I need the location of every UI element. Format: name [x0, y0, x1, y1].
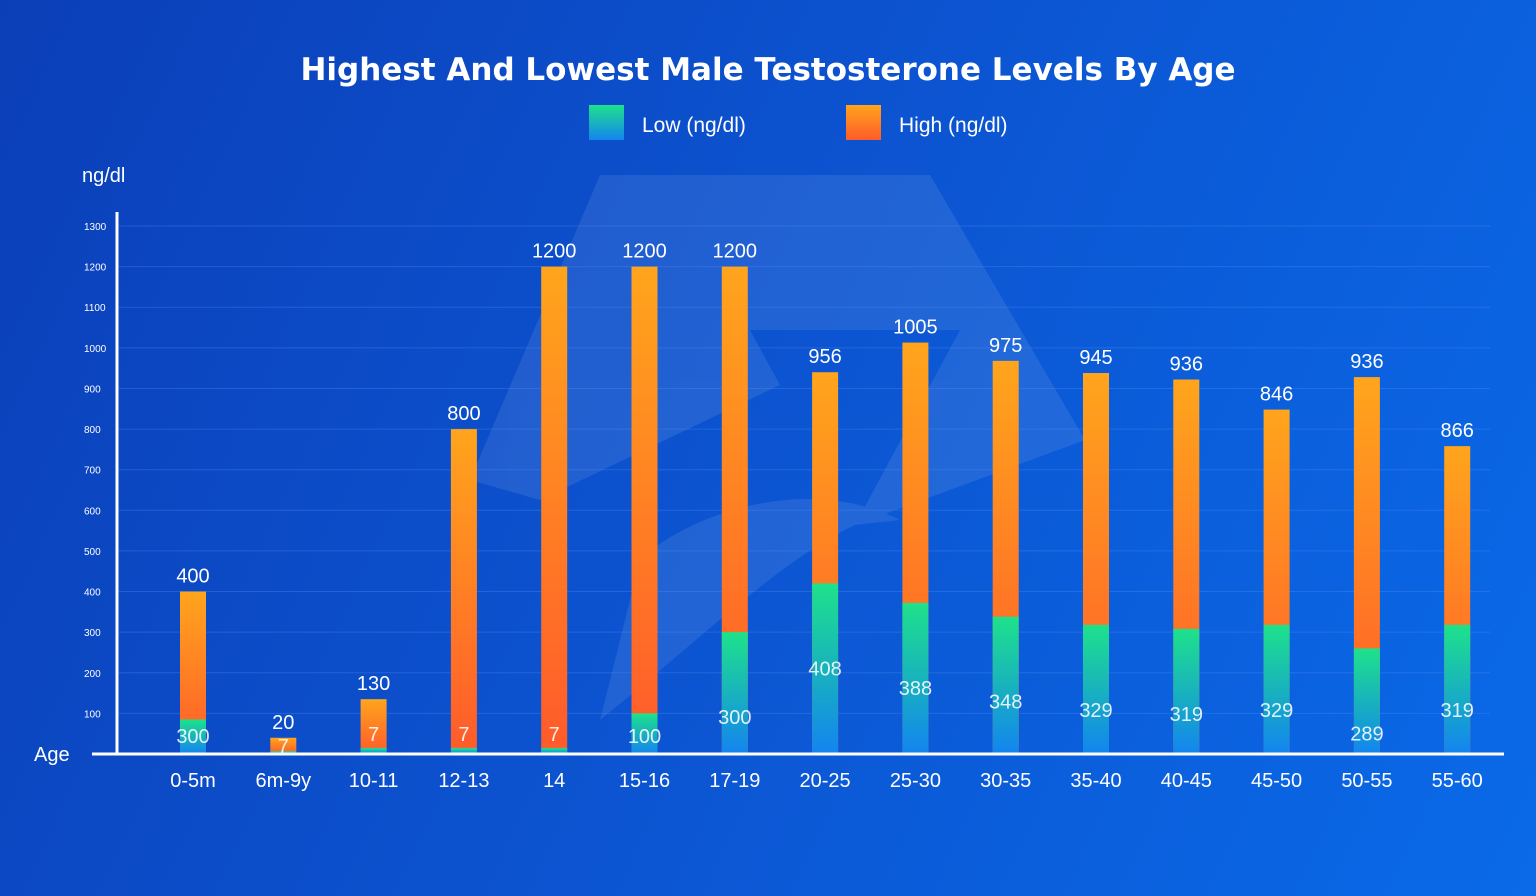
data-label-high: 800	[447, 403, 480, 425]
data-label-low: 388	[899, 678, 932, 700]
data-label-high: 1200	[532, 241, 577, 263]
bar-low	[721, 632, 748, 754]
data-label-high: 936	[1350, 351, 1383, 373]
y-tick-label: 800	[84, 425, 101, 436]
y-axis-label: ng/dl	[82, 165, 125, 187]
data-label-low: 319	[1170, 704, 1203, 726]
legend: Low (ng/dl) High (ng/dl)	[589, 105, 1008, 140]
bar-low	[541, 747, 568, 754]
data-label-low: 289	[1350, 723, 1383, 745]
data-label-low: 348	[989, 692, 1022, 714]
data-label-low: 300	[176, 726, 209, 748]
y-tick-label: 300	[84, 628, 101, 639]
bar-low	[812, 583, 839, 754]
legend-swatch-high	[846, 105, 881, 140]
data-label-low: 7	[549, 724, 560, 746]
data-label-high: 1200	[713, 241, 758, 263]
y-tick-label: 200	[84, 669, 101, 680]
y-tick-label: 700	[84, 466, 101, 477]
y-tick-label: 400	[84, 588, 101, 599]
grid-lines	[119, 225, 1490, 714]
data-label-low: 329	[1079, 700, 1112, 722]
x-tick-label: 55-60	[1432, 770, 1483, 792]
bar-low	[1353, 648, 1380, 754]
data-label-high: 20	[272, 712, 294, 734]
legend-swatch-low	[589, 105, 624, 140]
data-label-low: 319	[1441, 700, 1474, 722]
bar-low	[1263, 624, 1290, 754]
bar-low	[1083, 624, 1109, 754]
bar-high	[360, 699, 387, 754]
bar-low	[1173, 628, 1200, 754]
y-tick-label: 1100	[84, 303, 106, 314]
data-label-low: 300	[718, 707, 751, 729]
x-tick-label: 17-19	[709, 770, 760, 792]
y-tick-label: 500	[84, 547, 101, 558]
y-tick-label: 1300	[84, 222, 107, 233]
data-label-high: 1200	[622, 241, 667, 263]
bar-low	[450, 747, 477, 754]
bar-high	[631, 266, 658, 754]
data-label-high: 975	[989, 335, 1022, 357]
data-label-high: 400	[176, 566, 209, 588]
y-tick-label: 1200	[84, 263, 107, 274]
data-label-high: 936	[1170, 354, 1203, 376]
watermark-logo	[470, 175, 1085, 720]
bars	[180, 266, 1471, 754]
x-tick-label: 12-13	[438, 770, 489, 792]
bar-high	[270, 737, 297, 754]
x-tick-label: 45-50	[1251, 770, 1302, 792]
data-label-low: 7	[368, 724, 379, 746]
legend-label-high: High (ng/dl)	[899, 114, 1008, 137]
y-tick-label: 900	[84, 384, 101, 395]
data-label-low: 7	[278, 736, 289, 758]
data-label-low: 100	[628, 726, 661, 748]
bar-low	[180, 719, 206, 754]
bar-low	[992, 616, 1019, 754]
x-tick-label: 25-30	[890, 770, 941, 792]
bar-low	[902, 602, 929, 754]
bar-high	[541, 266, 568, 754]
data-label-high: 945	[1079, 347, 1112, 369]
data-labels: 4003002071307800712007120010012003009564…	[176, 241, 1474, 758]
bar-low	[1444, 624, 1471, 754]
data-label-low: 329	[1260, 700, 1293, 722]
legend-label-low: Low (ng/dl)	[642, 114, 746, 137]
y-tick-label: 100	[84, 709, 101, 720]
data-label-high: 846	[1260, 384, 1293, 406]
x-tick-label: 10-11	[349, 770, 399, 792]
data-label-high: 1005	[893, 317, 938, 339]
x-tick-label: 14	[543, 770, 565, 792]
x-tick-label: 15-16	[619, 770, 670, 792]
x-tick-label: 35-40	[1070, 770, 1121, 792]
y-tick-label: 600	[84, 506, 101, 517]
y-tick-label: 1000	[84, 344, 107, 355]
bar-low	[360, 747, 387, 754]
data-label-high: 956	[808, 346, 841, 368]
data-label-high: 130	[357, 673, 390, 695]
x-tick-label: 6m-9y	[256, 770, 312, 792]
tick-labels: 100 200 300 400 500 600 700 800 900 1000 1100 1200 1…	[84, 222, 1483, 792]
bar-low	[631, 713, 658, 754]
x-tick-label: 50-55	[1341, 770, 1392, 792]
x-tick-label: 40-45	[1161, 770, 1212, 792]
data-label-high: 866	[1441, 420, 1474, 442]
chart-title: Highest And Lowest Male Testosterone Lev…	[300, 52, 1235, 88]
x-tick-label: 30-35	[980, 770, 1031, 792]
x-tick-label: 20-25	[800, 770, 851, 792]
x-tick-label: 0-5m	[170, 770, 216, 792]
data-label-low: 408	[808, 658, 841, 680]
data-label-low: 7	[458, 724, 469, 746]
x-axis-label: Age	[34, 744, 70, 766]
bar-high	[450, 429, 477, 754]
